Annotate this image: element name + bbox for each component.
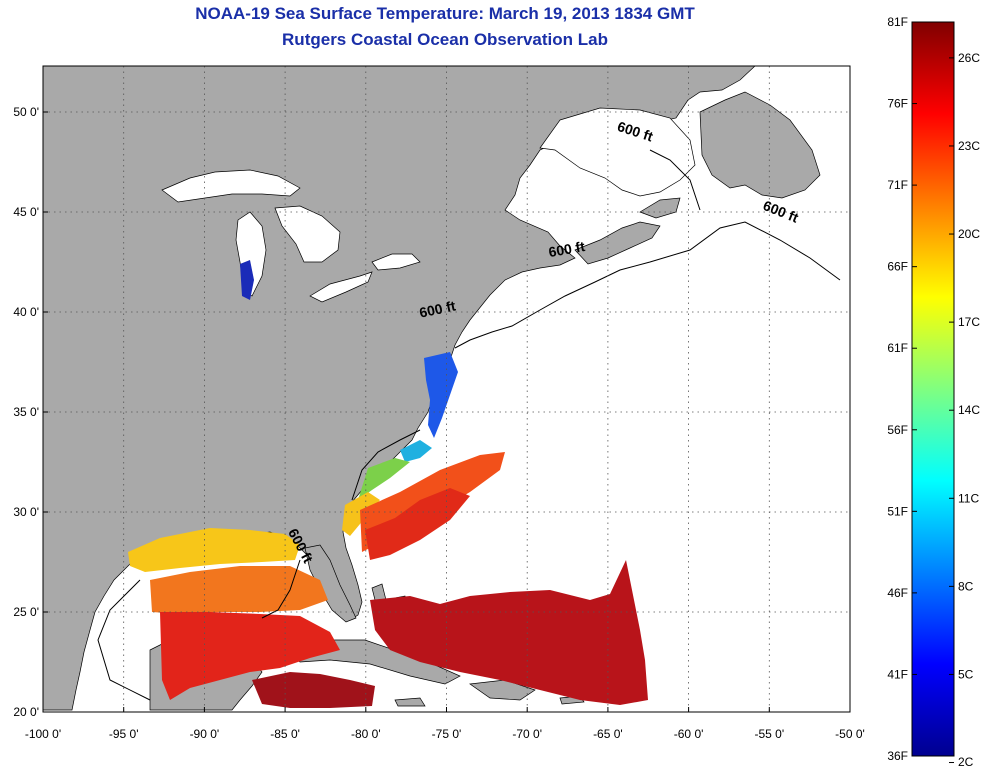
f-tick-label: 56F <box>887 423 908 437</box>
c-tick-label: 5C <box>958 667 974 681</box>
lon-tick-label: -90 0' <box>190 727 220 741</box>
great-lakes <box>161 107 696 303</box>
lake-ontario <box>371 253 421 271</box>
lat-lon-grid <box>42 65 851 713</box>
lat-tick-label: 20 0' <box>13 705 39 719</box>
f-tick-label: 76F <box>887 97 908 111</box>
lon-tick-label: -50 0' <box>835 727 865 741</box>
f-tick-label: 61F <box>887 341 908 355</box>
lat-tick-label: 25 0' <box>13 605 39 619</box>
lat-tick-label: 35 0' <box>13 405 39 419</box>
sst-cold-water <box>240 260 458 462</box>
gulf-stream-core-sst <box>365 488 470 560</box>
gulf-shelf-yellow-sst <box>128 528 300 572</box>
c-tick-label: 2C <box>958 755 974 769</box>
yucatan-channel-sst <box>252 672 375 708</box>
south-atlantic-bight-sst <box>358 458 410 500</box>
f-tick-label: 36F <box>887 749 908 763</box>
contour-label-600ft: 600 ft <box>547 238 586 260</box>
f-tick-label: 46F <box>887 586 908 600</box>
lon-tick-label: -65 0' <box>593 727 623 741</box>
chesapeake-sst <box>424 352 458 438</box>
lon-tick-label: -85 0' <box>270 727 300 741</box>
f-tick-label: 51F <box>887 504 908 518</box>
lat-tick-label: 50 0' <box>13 105 39 119</box>
carolina-coast-sst <box>400 440 432 462</box>
fahrenheit-labels: 81F 76F 71F 66F 61F 56F 51F 46F 41F 36F <box>887 15 917 763</box>
c-tick-label: 14C <box>958 403 980 417</box>
lake-huron <box>274 205 341 263</box>
hispaniola-land <box>469 679 536 701</box>
c-tick-label: 8C <box>958 579 974 593</box>
gulf-orange-sst <box>150 566 328 614</box>
lon-tick-label: -75 0' <box>432 727 462 741</box>
lon-tick-label: -70 0' <box>512 727 542 741</box>
cape-breton-land <box>639 197 681 219</box>
c-tick-label: 20C <box>958 227 980 241</box>
c-tick-label: 23C <box>958 139 980 153</box>
lon-tick-label: -60 0' <box>674 727 704 741</box>
map-subtitle: Rutgers Coastal Ocean Observation Lab <box>282 30 608 49</box>
lon-tick-label: -55 0' <box>754 727 784 741</box>
lon-tick-label: -100 0' <box>25 727 61 741</box>
depth-contour-600ft <box>97 149 841 701</box>
jamaica-land <box>394 697 426 707</box>
longitude-tick-labels: -100 0' -95 0' -90 0' -85 0' -80 0' -75 0' -70… <box>25 727 865 741</box>
gulf-red-sst <box>160 612 340 700</box>
lat-tick-label: 30 0' <box>13 505 39 519</box>
caribbean-sst <box>370 560 648 705</box>
map-title: NOAA-19 Sea Surface Temperature: March 1… <box>195 4 695 23</box>
lat-tick-label: 40 0' <box>13 305 39 319</box>
contour-label-600ft: 600 ft <box>418 297 457 320</box>
lon-tick-label: -80 0' <box>351 727 381 741</box>
f-tick-label: 71F <box>887 178 908 192</box>
latitude-tick-labels: 20 0' 25 0' 30 0' 35 0' 40 0' 45 0' 50 0' <box>13 105 39 719</box>
lake-superior <box>161 169 301 203</box>
newfoundland-land <box>699 91 821 199</box>
colorbar-segments <box>912 22 954 757</box>
lake-erie <box>309 271 373 303</box>
c-tick-label: 26C <box>958 51 980 65</box>
lon-tick-label: -95 0' <box>109 727 139 741</box>
colorbar-frame <box>911 21 955 757</box>
gulf-st-lawrence <box>539 107 696 197</box>
nova-scotia-land <box>574 221 661 265</box>
colorbar-fill <box>912 22 954 756</box>
c-tick-label: 17C <box>958 315 980 329</box>
f-tick-label: 81F <box>887 15 908 29</box>
sst-warm-water <box>128 452 648 708</box>
f-tick-label: 66F <box>887 260 908 274</box>
f-tick-label: 41F <box>887 667 908 681</box>
c-tick-label: 11C <box>958 491 979 505</box>
map-border <box>42 65 851 713</box>
lake-michigan-sst <box>240 260 254 300</box>
celsius-labels: 26C 23C 20C 17C 14C 11C 8C 5C 2C <box>949 51 980 769</box>
lat-tick-label: 45 0' <box>13 205 39 219</box>
